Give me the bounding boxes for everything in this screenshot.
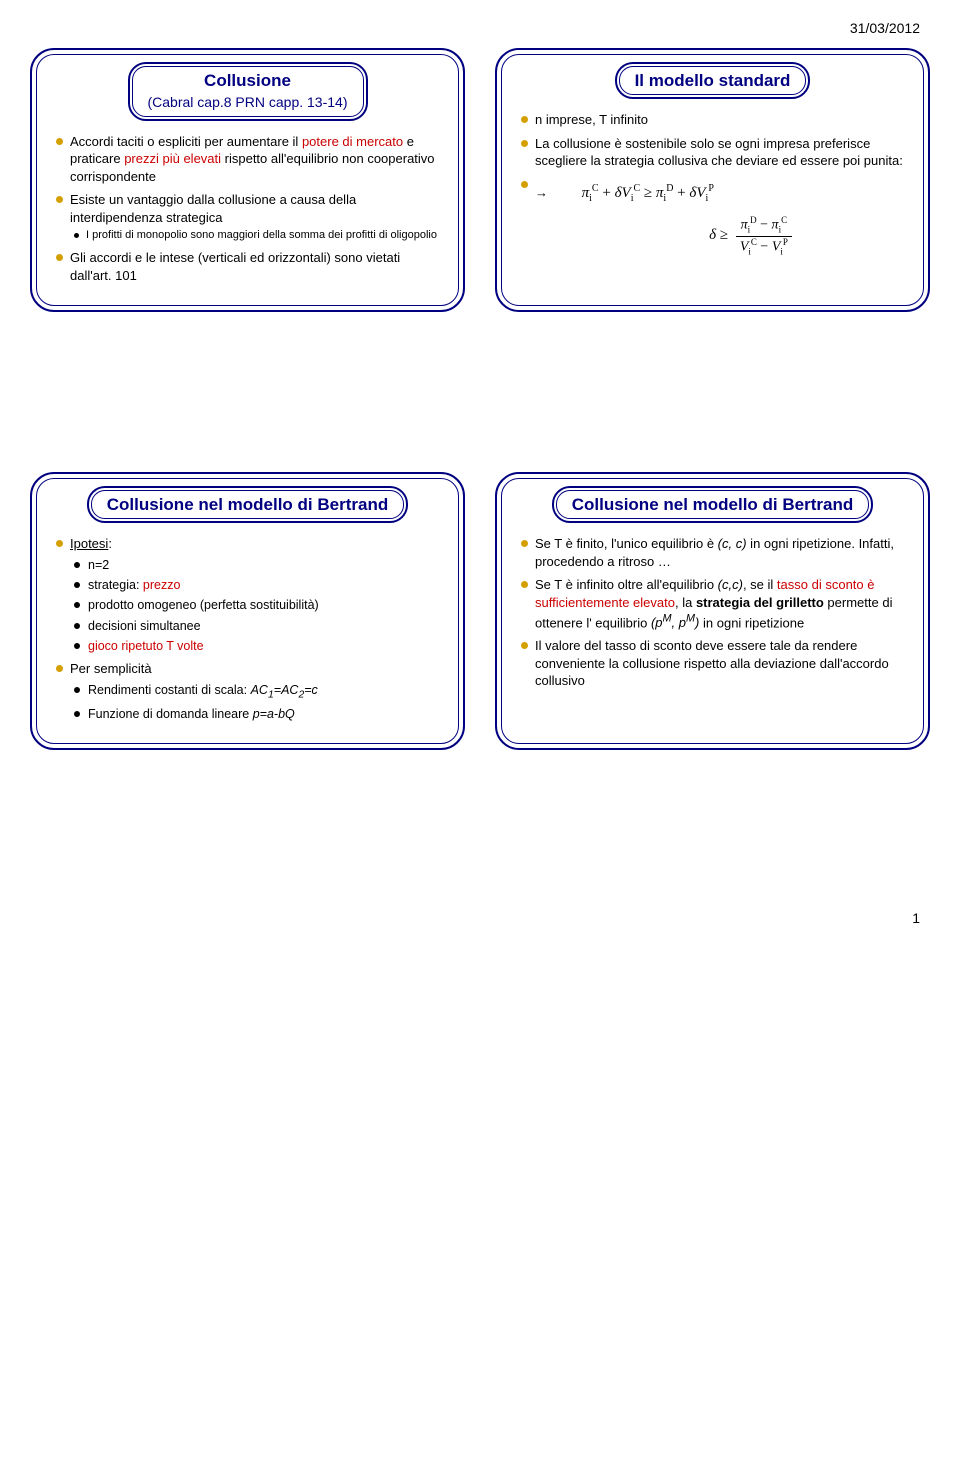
sub-bullet-item: strategia: prezzo <box>74 577 441 593</box>
bullet-item: Ipotesi: n=2 strategia: prezzo prodotto … <box>54 535 441 654</box>
slide-title-box: Il modello standard <box>615 62 811 99</box>
sub-bullet-item: I profitti di monopolio sono maggiori de… <box>74 229 441 243</box>
sub-bullet-item: prodotto omogeneo (perfetta sostituibili… <box>74 597 441 613</box>
bullet-item: Gli accordi e le intese (verticali ed or… <box>54 249 441 284</box>
slide-modello-standard: Il modello standard n imprese, T infinit… <box>495 48 930 312</box>
bullet-item: n imprese, T infinito <box>519 111 906 129</box>
sub-bullet-item: gioco ripetuto T volte <box>74 638 441 654</box>
slide-title-box: Collusione nel modello di Bertrand <box>87 486 408 523</box>
page-number: 1 <box>30 910 930 926</box>
slide-row-2: Collusione nel modello di Bertrand Ipote… <box>30 472 930 750</box>
equation-delta: δ ≥ πiD − πiC ViC − ViP <box>593 215 912 257</box>
equation-inequality: πiC + δViC ≥ πiD + δViP <box>582 182 714 206</box>
slide-title-box: Collusione (Cabral cap.8 PRN capp. 13-14… <box>128 62 368 121</box>
slide-title-box: Collusione nel modello di Bertrand <box>552 486 873 523</box>
slide-bertrand-ipotesi: Collusione nel modello di Bertrand Ipote… <box>30 472 465 750</box>
slide-title: Collusione nel modello di Bertrand <box>566 490 859 519</box>
slide-bertrand-equilibrio: Collusione nel modello di Bertrand Se T … <box>495 472 930 750</box>
sub-bullet-item: decisioni simultanee <box>74 618 441 634</box>
slide-title: Collusione nel modello di Bertrand <box>101 490 394 519</box>
bullet-item: Se T è infinito oltre all'equilibrio (c,… <box>519 576 906 631</box>
sub-bullet-item: Rendimenti costanti di scala: AC1=AC2=c <box>74 682 441 702</box>
bullet-item: Se T è finito, l'unico equilibrio è (c, … <box>519 535 906 570</box>
bullet-item: Accordi taciti o espliciti per aumentare… <box>54 133 441 186</box>
slide-title: Collusione <box>204 71 291 90</box>
bullet-item: Il valore del tasso di sconto deve esser… <box>519 637 906 690</box>
bullet-item: La collusione è sostenibile solo se ogni… <box>519 135 906 170</box>
page-date: 31/03/2012 <box>30 20 930 36</box>
slide-row-1: Collusione (Cabral cap.8 PRN capp. 13-14… <box>30 48 930 312</box>
bullet-item: Esiste un vantaggio dalla collusione a c… <box>54 191 441 243</box>
sub-bullet-item: Funzione di domanda lineare p=a-bQ <box>74 706 441 722</box>
bullet-item: Per semplicità Rendimenti costanti di sc… <box>54 660 441 722</box>
slide-subtitle: (Cabral cap.8 PRN capp. 13-14) <box>148 94 348 110</box>
slide-title: Il modello standard <box>629 66 797 95</box>
bullet-item: → πiC + δViC ≥ πiD + δViP <box>519 176 906 210</box>
slide-collusione-intro: Collusione (Cabral cap.8 PRN capp. 13-14… <box>30 48 465 312</box>
sub-bullet-item: n=2 <box>74 557 441 573</box>
